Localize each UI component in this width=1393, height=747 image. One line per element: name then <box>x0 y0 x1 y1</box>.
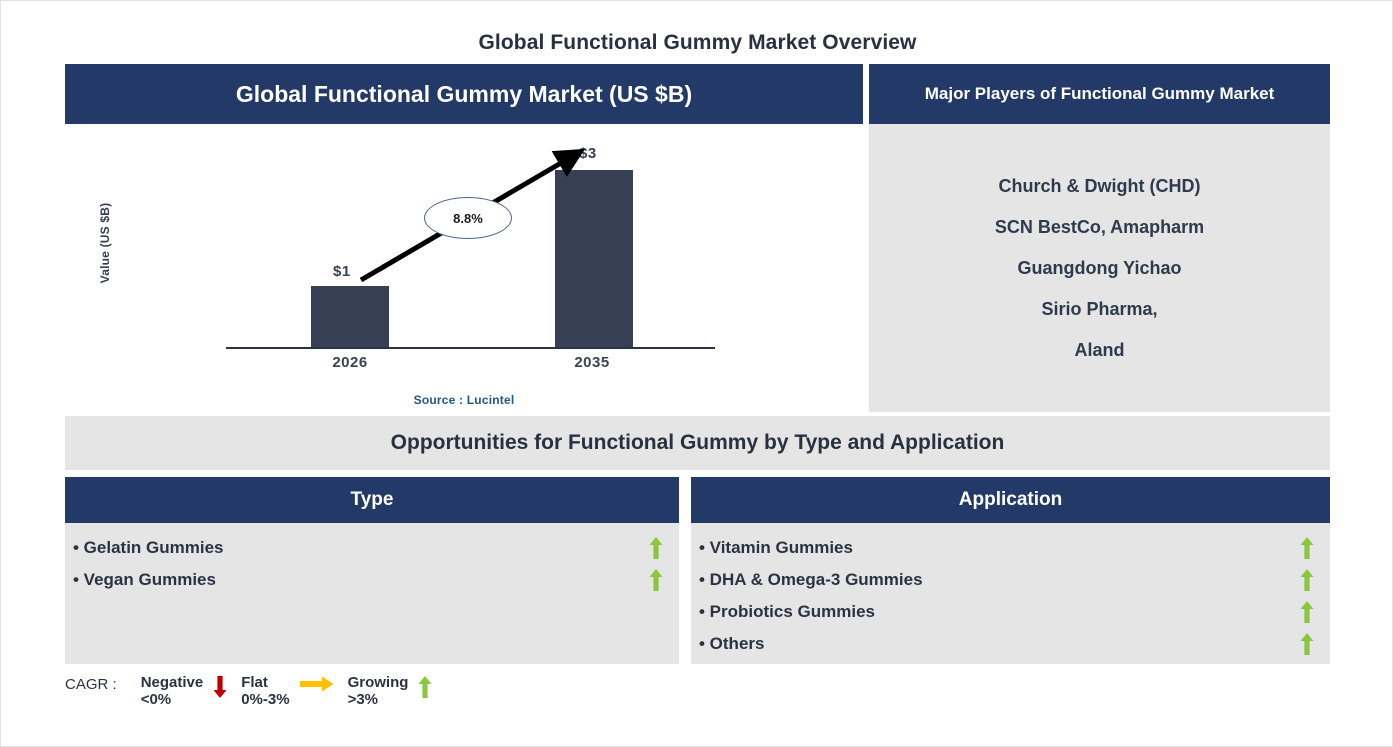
application-column-header-label: Application <box>958 489 1063 510</box>
list-item: • Others <box>691 628 1330 660</box>
x-tick-2026: 2026 <box>332 354 368 371</box>
list-item: SCN BestCo, Amapharm <box>994 216 1205 237</box>
legend-negative-text: Negative <0% <box>141 674 204 708</box>
list-item: • Gelatin Gummies <box>65 532 679 564</box>
legend-entry-flat: Flat 0%-3% <box>241 674 341 708</box>
x-axis-line <box>226 347 715 349</box>
list-item: • Vitamin Gummies <box>691 532 1330 564</box>
type-item-label: • Vegan Gummies <box>73 570 216 589</box>
legend-flat-icon-wrap <box>299 676 334 692</box>
bar-value-2026: $1 <box>333 263 351 280</box>
list-item: • Vegan Gummies <box>65 564 679 596</box>
type-column-header: Type <box>65 477 679 523</box>
application-item-label: • Probiotics Gummies <box>699 602 875 621</box>
opportunities-band-label: Opportunities for Functional Gummy by Ty… <box>390 431 1005 454</box>
bar-2026 <box>311 286 389 347</box>
arrow-up-green-icon <box>649 537 663 559</box>
chart-panel-header: Global Functional Gummy Market (US $B) <box>65 64 863 124</box>
list-item: • DHA & Omega-3 Gummies <box>691 564 1330 596</box>
arrow-up-green-icon <box>1300 633 1314 655</box>
legend-growing-range: >3% <box>347 691 379 708</box>
arrow-up-green-icon <box>418 676 432 698</box>
bar-value-2035: $3 <box>579 145 597 162</box>
legend-entry-growing: Growing >3% <box>348 674 441 708</box>
type-column-body: • Gelatin Gummies • Vegan Gummies <box>65 523 679 664</box>
legend-flat-text: Flat 0%-3% <box>241 674 289 708</box>
players-panel-header-label: Major Players of Functional Gummy Market <box>924 84 1275 103</box>
legend-flat-range: 0%-3% <box>241 691 290 708</box>
legend-negative-range: <0% <box>140 691 172 708</box>
legend-entry-negative: Negative <0% <box>141 674 236 708</box>
chart-panel-header-label: Global Functional Gummy Market (US $B) <box>235 80 693 107</box>
cagr-bubble: 8.8% <box>424 197 512 239</box>
arrow-up-green-icon <box>649 569 663 591</box>
chart-source-label: Source : Lucintel <box>413 393 515 407</box>
type-item-label: • Gelatin Gummies <box>73 538 224 557</box>
application-column-body: • Vitamin Gummies • DHA & Omega-3 Gummie… <box>691 523 1330 664</box>
arrow-up-green-icon <box>1300 537 1314 559</box>
bar-2035 <box>555 170 633 347</box>
growth-arrow-icon <box>359 148 586 283</box>
list-item: Church & Dwight (CHD) <box>998 175 1201 196</box>
arrow-up-green-icon <box>1300 569 1314 591</box>
arrow-right-amber-icon <box>299 676 334 692</box>
legend-negative-name: Negative <box>140 674 204 691</box>
page-title: Global Functional Gummy Market Overview <box>478 31 917 54</box>
application-item-label: • DHA & Omega-3 Gummies <box>699 570 923 589</box>
opportunities-band: Opportunities for Functional Gummy by Ty… <box>65 416 1330 470</box>
cagr-legend: CAGR : Negative <0% Flat 0%-3% <box>65 674 685 724</box>
legend-growing-name: Growing <box>347 674 409 691</box>
arrow-down-red-icon <box>213 676 227 698</box>
list-item: Sirio Pharma, <box>1041 298 1158 319</box>
y-axis-label: Value (US $B) <box>98 202 112 284</box>
players-panel-header: Major Players of Functional Gummy Market <box>869 64 1330 124</box>
x-tick-2035: 2035 <box>574 354 610 371</box>
arrow-up-green-icon <box>1300 601 1314 623</box>
bar-chart: Value (US $B) 2026 2035 $1 $3 8.8% Sourc… <box>65 124 863 412</box>
application-item-label: • Others <box>699 634 765 653</box>
cagr-legend-title: CAGR : <box>65 676 117 693</box>
application-column-header: Application <box>691 477 1330 523</box>
cagr-bubble-label: 8.8% <box>453 210 483 226</box>
list-item: • Probiotics Gummies <box>691 596 1330 628</box>
players-panel-body: Church & Dwight (CHD) SCN BestCo, Amapha… <box>869 124 1330 412</box>
list-item: Guangdong Yichao <box>1017 257 1182 278</box>
list-item: Aland <box>1074 339 1125 360</box>
application-item-label: • Vitamin Gummies <box>699 538 853 557</box>
legend-flat-name: Flat <box>241 674 268 691</box>
legend-negative-icon-wrap <box>213 676 227 698</box>
type-column-header-label: Type <box>350 489 394 510</box>
legend-growing-text: Growing >3% <box>348 674 409 708</box>
legend-growing-icon-wrap <box>418 676 432 698</box>
